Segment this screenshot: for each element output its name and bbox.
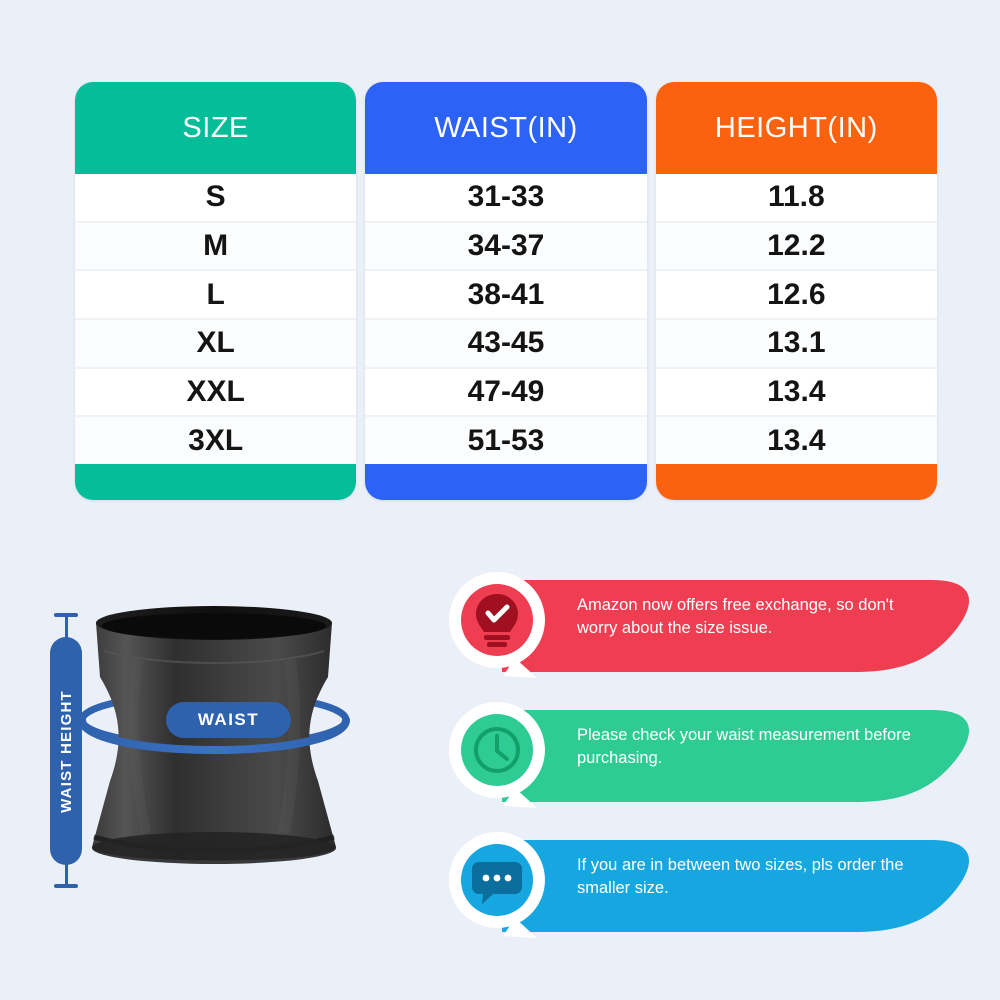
info-banner-list: Amazon now offers free exchange, so don'…: [437, 558, 992, 970]
size-chart-table: SIZE S M L XL XXL 3XL WAIST(IN) 31-33 34…: [75, 82, 937, 500]
chat-bubble-icon: [472, 862, 522, 904]
table-cell-waist-4: 47-49: [365, 368, 647, 418]
ribbon-shape-measure: [502, 710, 970, 802]
column-header-waist: WAIST(IN): [365, 82, 647, 174]
waist-height-label: WAIST HEIGHT: [57, 689, 75, 813]
banner-ribbon-between-sizes: [502, 836, 992, 936]
banner-text-between-sizes: If you are in between two sizes, pls ord…: [577, 856, 904, 897]
waist-trainer-bottom-rim: [92, 832, 336, 864]
banner-badge-exchange: [441, 566, 553, 684]
product-illustration: WAIST HEIGHT WAIST: [18, 565, 418, 965]
waist-label: WAIST: [197, 710, 260, 729]
table-cell-height-5: 13.4: [655, 417, 937, 465]
waist-label-pill: WAIST: [166, 702, 291, 738]
column-footer-height: [655, 464, 937, 500]
waist-height-stem-bottom: [65, 861, 68, 885]
banner-text-exchange: Amazon now offers free exchange, so don'…: [577, 596, 894, 637]
table-cell-height-1: 12.2: [655, 222, 937, 272]
lightbulb-check-icon: [476, 594, 518, 647]
table-cell-size-0: S: [75, 174, 357, 223]
column-header-size: SIZE: [75, 82, 357, 174]
waist-trainer-top-seam: [103, 650, 325, 664]
table-column-size: SIZE S M L XL XXL 3XL: [75, 82, 357, 500]
waist-height-tick-bottom: [54, 884, 78, 888]
table-cell-size-2: L: [75, 271, 357, 321]
table-cell-waist-0: 31-33: [365, 174, 647, 223]
info-banner-between-sizes: If you are in between two sizes, pls ord…: [437, 826, 992, 944]
table-column-waist-body: 31-33 34-37 38-41 43-45 47-49 51-53: [365, 174, 647, 465]
table-cell-waist-3: 43-45: [365, 320, 647, 369]
table-cell-height-0: 11.8: [655, 174, 937, 223]
column-footer-size: [75, 464, 357, 500]
banner-ribbon-exchange: [502, 576, 992, 676]
table-cell-size-5: 3XL: [75, 417, 357, 465]
table-column-height: HEIGHT(IN) 11.8 12.2 12.6 13.1 13.4 13.4: [655, 82, 937, 500]
waist-height-indicator: WAIST HEIGHT: [44, 613, 88, 888]
info-banner-measure: Please check your waist measurement befo…: [437, 696, 992, 814]
banner-ribbon-measure: [502, 706, 992, 806]
waist-trainer-inner-opening: [102, 613, 326, 639]
table-cell-size-3: XL: [75, 320, 357, 369]
waist-ring-front: [78, 716, 350, 755]
table-column-height-body: 11.8 12.2 12.6 13.1 13.4 13.4: [655, 174, 937, 465]
waist-height-label-pill: WAIST HEIGHT: [50, 637, 82, 865]
banner-text-measure: Please check your waist measurement befo…: [577, 726, 911, 767]
column-header-size-label: SIZE: [182, 111, 249, 144]
column-footer-waist: [365, 464, 647, 500]
table-cell-height-4: 13.4: [655, 368, 937, 418]
column-header-waist-label: WAIST(IN): [434, 111, 578, 144]
banner-badge-between-sizes: [441, 826, 553, 944]
table-cell-waist-2: 38-41: [365, 271, 647, 321]
info-banner-exchange: Amazon now offers free exchange, so don'…: [437, 566, 992, 684]
column-header-height-label: HEIGHT(IN): [714, 111, 878, 144]
table-cell-size-1: M: [75, 222, 357, 272]
ribbon-shape-between-sizes: [502, 840, 970, 932]
banner-badge-measure: [441, 696, 553, 814]
table-cell-size-4: XXL: [75, 368, 357, 418]
waist-height-stem-top: [65, 616, 68, 640]
ribbon-shape-exchange: [502, 580, 970, 672]
waist-height-tick-top: [54, 613, 78, 617]
table-cell-waist-1: 34-37: [365, 222, 647, 272]
waist-trainer-image: [78, 606, 350, 864]
table-column-waist: WAIST(IN) 31-33 34-37 38-41 43-45 47-49 …: [365, 82, 647, 500]
table-cell-waist-5: 51-53: [365, 417, 647, 465]
table-cell-height-3: 13.1: [655, 320, 937, 369]
clock-icon: [474, 727, 520, 773]
table-cell-height-2: 12.6: [655, 271, 937, 321]
table-column-size-body: S M L XL XXL 3XL: [75, 174, 357, 465]
column-header-height: HEIGHT(IN): [655, 82, 937, 174]
